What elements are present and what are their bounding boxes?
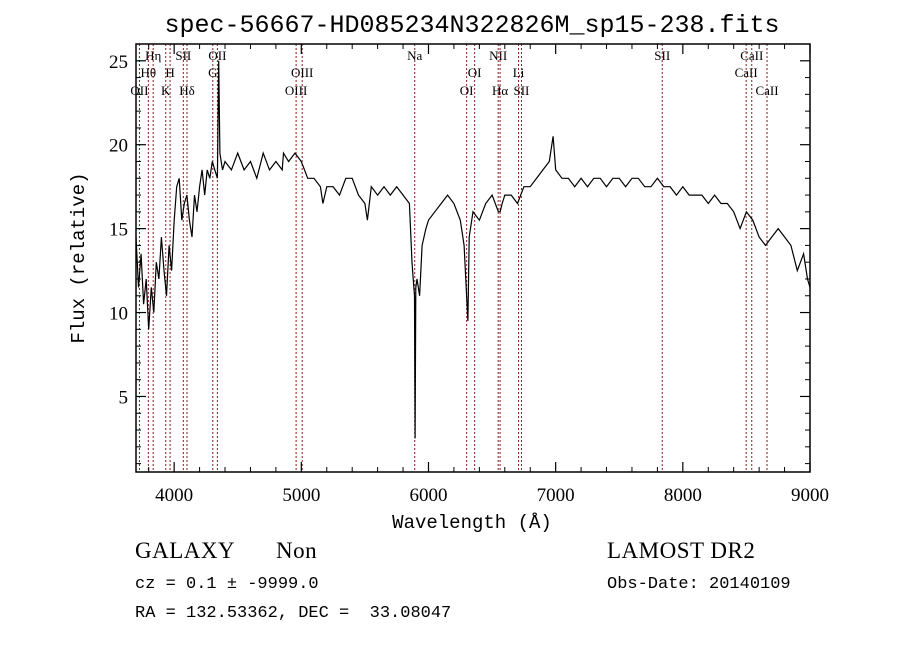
spectrum-series-line [135, 60, 811, 439]
x-axis-label: Wavelength (Å) [392, 512, 552, 534]
spectral-line-label: H [165, 65, 174, 80]
plot-frame [135, 43, 811, 473]
coordinates-readout: RA = 132.53362, DEC = 33.08047 [135, 604, 452, 623]
axis-ticks: 4000 5000 6000 7000 8000 9000 5 10 15 20 25 [109, 43, 829, 506]
spectral-line-label: Hθ [141, 65, 157, 80]
chart-title: spec-56667-HD085234N322826M_sp15-238.fit… [164, 11, 779, 40]
spectral-line-label: NII [489, 48, 507, 63]
object-subclass: Non [276, 538, 318, 563]
spectral-line-label: K [161, 83, 171, 98]
observation-date: Obs-Date: 20140109 [607, 575, 791, 594]
spectral-line-label: OIII [285, 83, 307, 98]
x-tick-label: 8000 [664, 485, 702, 506]
y-tick-label: 5 [119, 387, 129, 408]
x-tick-label: 5000 [282, 485, 320, 506]
spectral-line-label: Na [407, 48, 422, 63]
spectral-line-label: SII [654, 48, 670, 63]
object-class: GALAXY [135, 538, 236, 563]
x-tick-label: 7000 [537, 485, 575, 506]
spectral-line-label: Hα [492, 83, 508, 98]
spectral-line-label: CaII [755, 83, 778, 98]
spectral-line-label: OIII [291, 65, 313, 80]
spectral-line-markers: OIIHθHηKHSIIHδGOIIOIIIOIIINaOIOINIIHαLiS… [130, 44, 779, 472]
spectral-line-label: OII [208, 48, 226, 63]
spectral-line-label: OII [130, 83, 148, 98]
spectral-line-label: Hδ [179, 83, 195, 98]
spectral-line-label: CaII [735, 65, 758, 80]
x-tick-label: 4000 [155, 485, 193, 506]
spectral-line-label: Hη [145, 48, 161, 63]
spectral-line-label: G [208, 65, 217, 80]
x-tick-label: 9000 [791, 485, 829, 506]
redshift-readout: cz = 0.1 ± -9999.0 [135, 575, 319, 594]
spectral-line-label: OI [468, 65, 482, 80]
survey-name: LAMOST DR2 [607, 538, 756, 563]
y-tick-label: 15 [109, 220, 128, 241]
x-tick-label: 6000 [409, 485, 447, 506]
y-tick-label: 10 [109, 304, 128, 325]
spectral-line-label: OI [460, 83, 474, 98]
y-axis-label: Flux (relative) [68, 172, 90, 343]
y-tick-label: 25 [109, 52, 128, 73]
spectral-line-label: Li [513, 65, 525, 80]
y-tick-label: 20 [109, 136, 128, 157]
spectral-line-label: SII [175, 48, 191, 63]
spectral-line-label: CaII [740, 48, 763, 63]
spectral-line-label: SII [514, 83, 530, 98]
